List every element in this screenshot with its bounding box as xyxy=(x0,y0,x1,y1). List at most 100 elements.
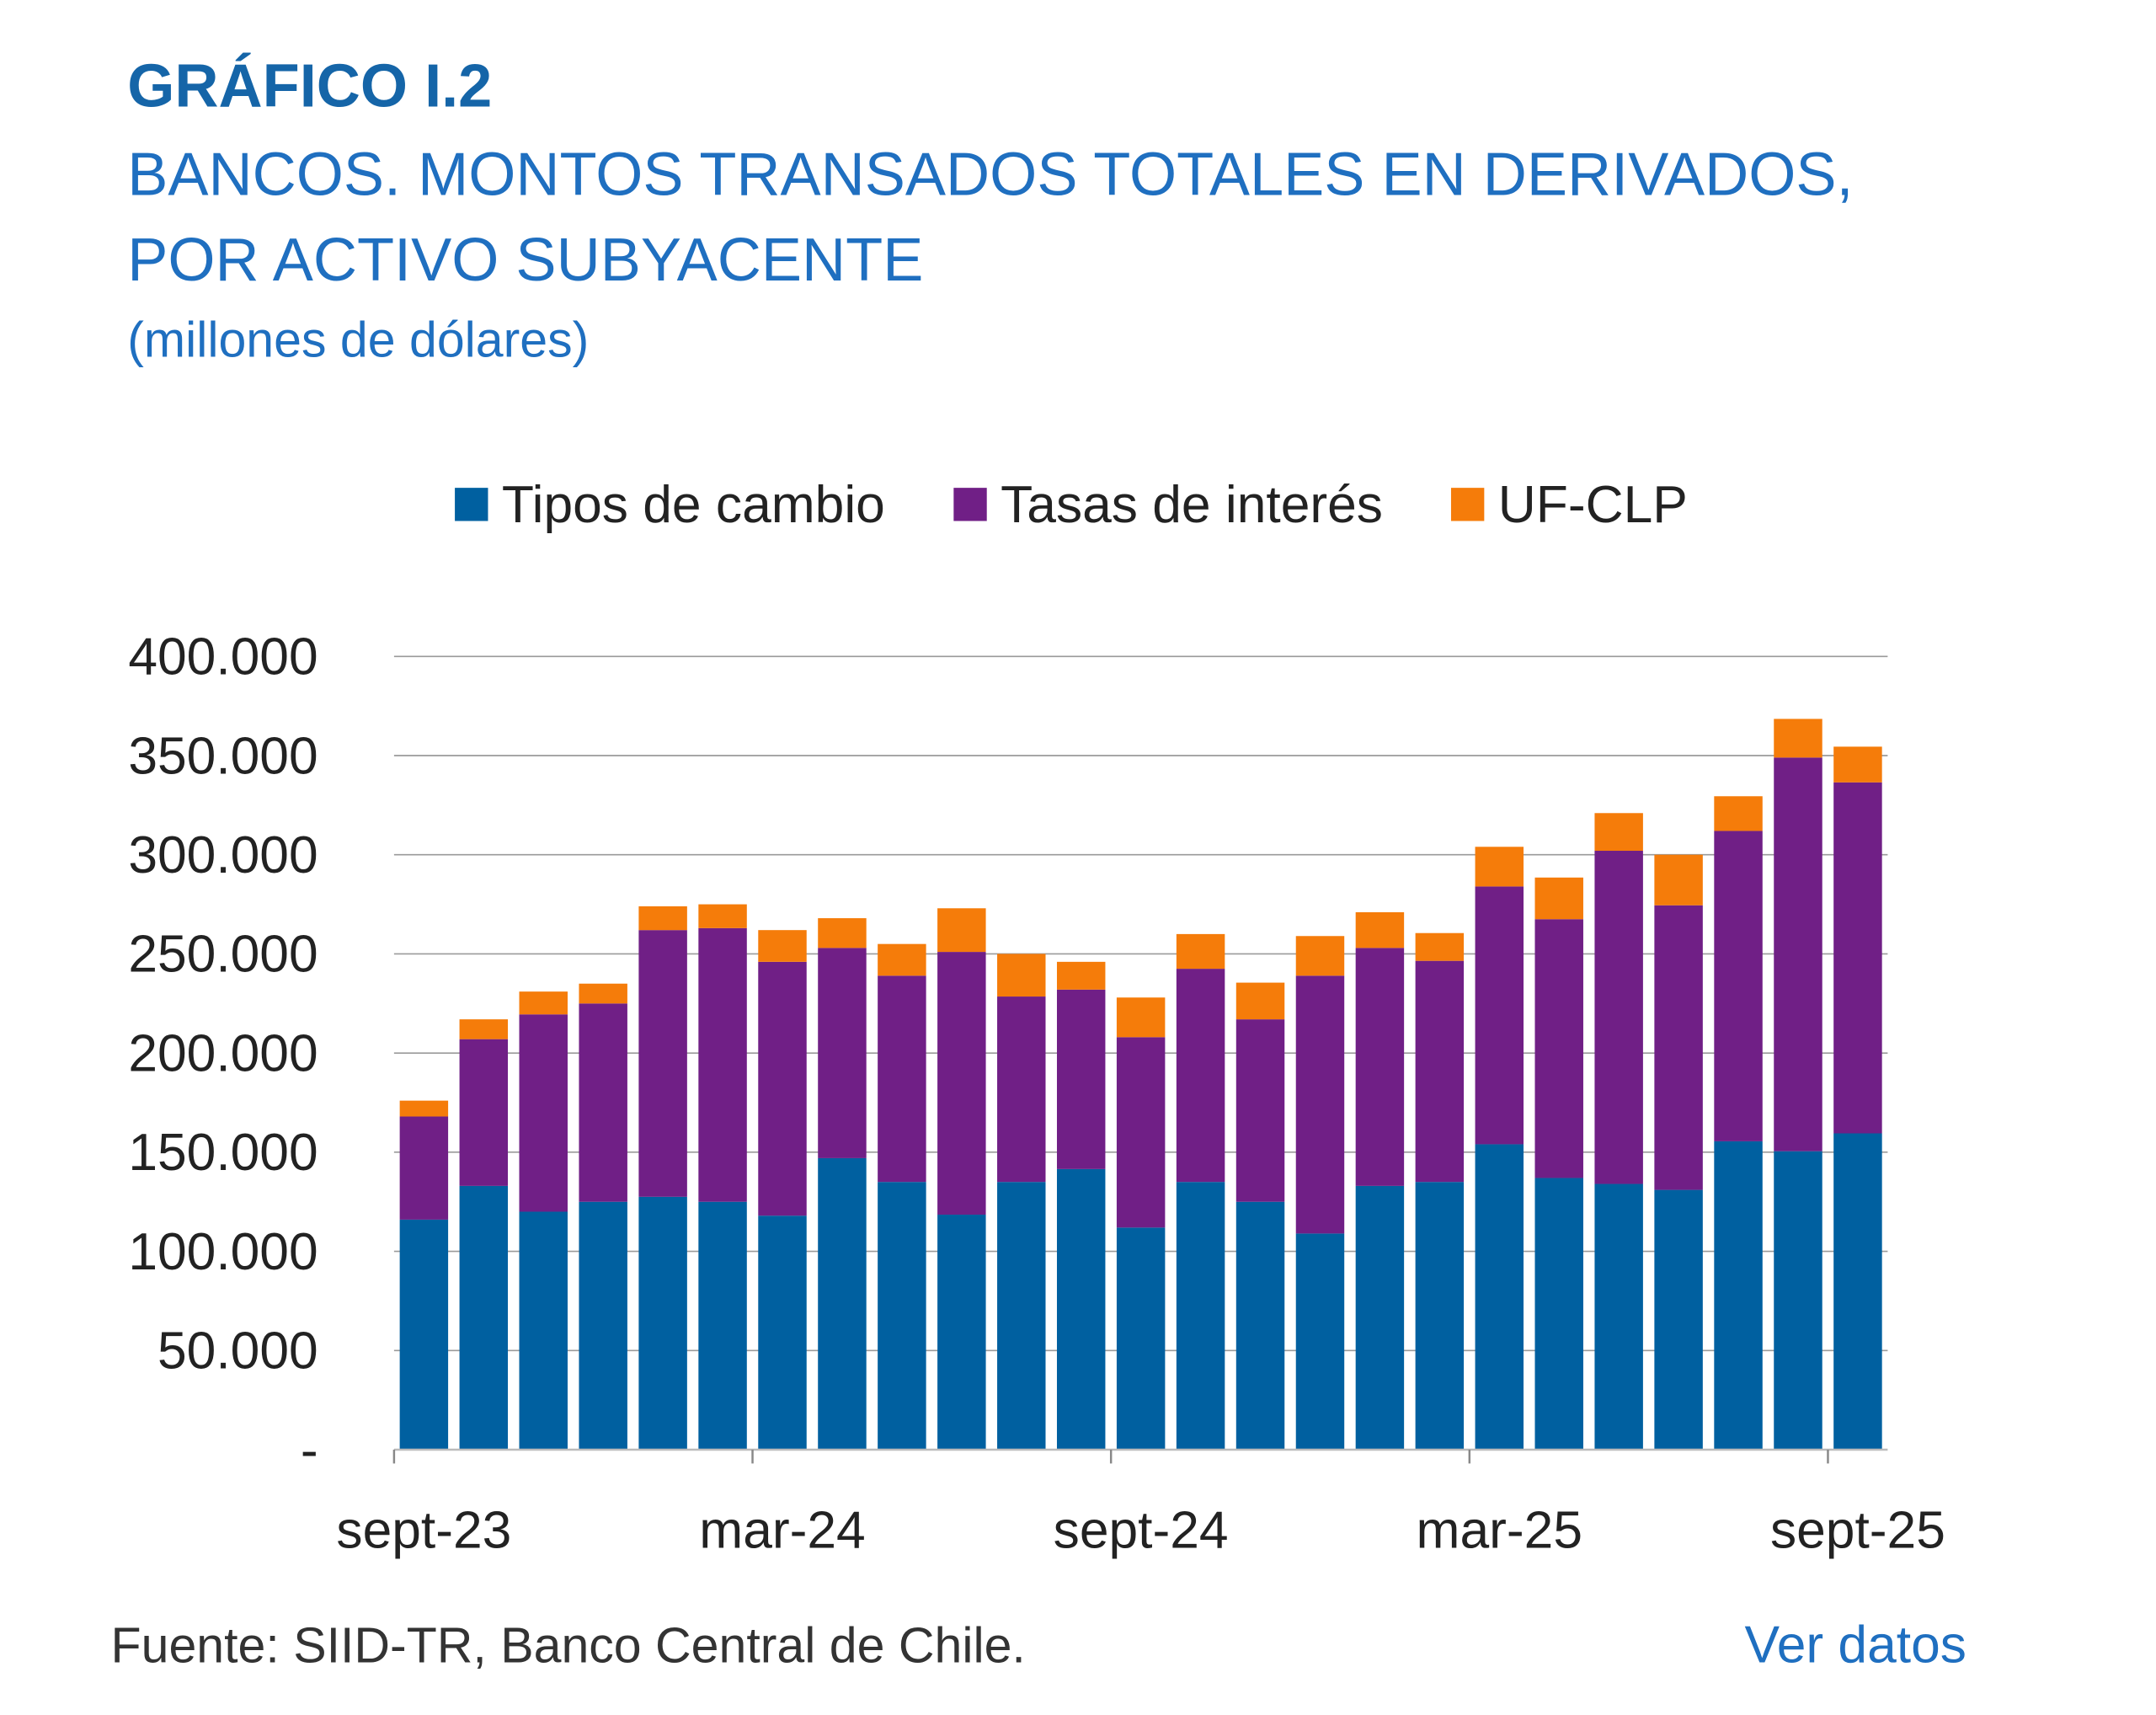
legend: Tipos de cambio Tasas de interés UF-CLP xyxy=(455,476,1688,534)
bar-segment xyxy=(1534,877,1583,920)
bar-segment xyxy=(1714,831,1763,1141)
bar-segment xyxy=(878,975,926,1183)
legend-swatch xyxy=(1450,488,1485,521)
bar-segment xyxy=(1116,997,1166,1038)
bar-segment xyxy=(1594,1183,1643,1451)
y-tick-label: 400.000 xyxy=(128,628,318,687)
bar-segment xyxy=(818,1157,867,1451)
bar-segment xyxy=(1534,919,1583,1178)
bar-segment xyxy=(758,1215,807,1451)
x-axis: sept-23 mar-24 sept-24 mar-25 sept-25 xyxy=(336,1448,1945,1559)
bar-segment xyxy=(519,991,568,1015)
bar-segment xyxy=(1295,975,1345,1234)
y-tick-label: - xyxy=(301,1421,318,1479)
legend-label: Tasas de interés xyxy=(1001,476,1383,534)
bar-segment xyxy=(1833,782,1882,1134)
x-tick-label: sept-23 xyxy=(336,1501,511,1559)
bar-segment xyxy=(579,1201,627,1451)
y-tick-label: 250.000 xyxy=(128,926,318,984)
bar-segment xyxy=(638,906,687,931)
bar-segment xyxy=(1176,933,1225,970)
y-tick-label: 100.000 xyxy=(128,1223,318,1281)
bar-segment xyxy=(1654,854,1703,906)
bar-segment xyxy=(1295,1233,1345,1451)
bar-segment xyxy=(1774,1151,1822,1451)
bar-segment xyxy=(1056,989,1106,1169)
bar-segment xyxy=(1534,1178,1583,1451)
bar-segment xyxy=(1475,886,1524,1145)
bar-segment xyxy=(1774,757,1822,1151)
bar-segment xyxy=(1833,1133,1882,1451)
bar-segment xyxy=(878,943,926,976)
bars xyxy=(399,719,1882,1451)
bar-segment xyxy=(399,1219,449,1451)
source-note: Fuente: SIID-TR, Banco Central de Chile. xyxy=(111,1618,1026,1674)
y-axis: - 50.000 100.000 150.000 200.000 250.000 300.0… xyxy=(128,628,318,1480)
bar-segment xyxy=(399,1100,449,1117)
bar-segment xyxy=(1594,813,1643,852)
y-tick-label: 350.000 xyxy=(128,727,318,785)
bar-segment xyxy=(459,1185,509,1451)
x-tick-label: sept-25 xyxy=(1770,1501,1945,1559)
bar-segment xyxy=(1654,905,1703,1190)
y-tick-label: 50.000 xyxy=(157,1322,318,1381)
chart-title-line1: BANCOS. MONTOS TRANSADOS TOTALES EN DERI… xyxy=(127,141,1853,208)
legend-label: Tipos de cambio xyxy=(502,476,885,534)
bar-segment xyxy=(1056,961,1106,990)
bar-segment xyxy=(937,908,986,953)
bar-segment xyxy=(399,1116,449,1220)
bar-segment xyxy=(1415,1182,1465,1451)
bar-segment xyxy=(1235,982,1285,1020)
bar-segment xyxy=(1355,1185,1405,1451)
legend-swatch xyxy=(953,488,987,521)
bar-segment xyxy=(519,1211,568,1451)
y-tick-label: 150.000 xyxy=(128,1124,318,1182)
bar-segment xyxy=(1415,932,1465,961)
bar-segment xyxy=(1594,851,1643,1184)
bar-segment xyxy=(1355,948,1405,1186)
chart-unit: (millones de dólares) xyxy=(127,312,589,367)
bar-segment xyxy=(698,927,747,1202)
bar-segment xyxy=(638,1196,687,1451)
bar-segment xyxy=(1355,911,1405,948)
bar-segment xyxy=(698,1201,747,1451)
bar-segment xyxy=(1654,1189,1703,1451)
bar-segment xyxy=(1235,1201,1285,1451)
bar-segment xyxy=(878,1182,926,1451)
bar-segment xyxy=(997,996,1046,1183)
bar-segment xyxy=(937,1215,986,1451)
ver-datos-link[interactable]: Ver datos xyxy=(1745,1616,1967,1675)
bar-segment xyxy=(1056,1168,1106,1451)
x-tick-label: mar-25 xyxy=(1417,1501,1582,1559)
bar-segment xyxy=(818,918,867,948)
bar-segment xyxy=(1475,847,1524,887)
legend-label: UF-CLP xyxy=(1498,476,1688,534)
chart-title-line2: POR ACTIVO SUBYACENTE xyxy=(127,227,923,294)
bar-segment xyxy=(638,930,687,1197)
bar-segment xyxy=(1116,1227,1166,1451)
bar-segment xyxy=(818,948,867,1158)
bar-segment xyxy=(1714,796,1763,831)
bar-segment xyxy=(1235,1019,1285,1202)
bar-segment xyxy=(1116,1037,1166,1228)
bar-segment xyxy=(1833,746,1882,783)
bar-segment xyxy=(579,1003,627,1202)
chart-label: GRÁFICO I.2 xyxy=(127,51,492,120)
bar-segment xyxy=(937,952,986,1215)
bar-segment xyxy=(758,961,807,1216)
y-tick-label: 200.000 xyxy=(128,1024,318,1082)
bar-segment xyxy=(1176,1182,1225,1451)
bar-segment xyxy=(519,1014,568,1212)
bar-segment xyxy=(997,954,1046,997)
bar-segment xyxy=(579,983,627,1004)
bar-segment xyxy=(1176,969,1225,1183)
bar-segment xyxy=(459,1039,509,1186)
bar-segment xyxy=(1415,960,1465,1183)
bar-segment xyxy=(1475,1144,1524,1451)
bar-segment xyxy=(1774,719,1822,758)
x-tick-label: mar-24 xyxy=(699,1501,865,1559)
bar-segment xyxy=(698,904,747,928)
bar-segment xyxy=(1714,1141,1763,1451)
bar-segment xyxy=(1295,936,1345,976)
